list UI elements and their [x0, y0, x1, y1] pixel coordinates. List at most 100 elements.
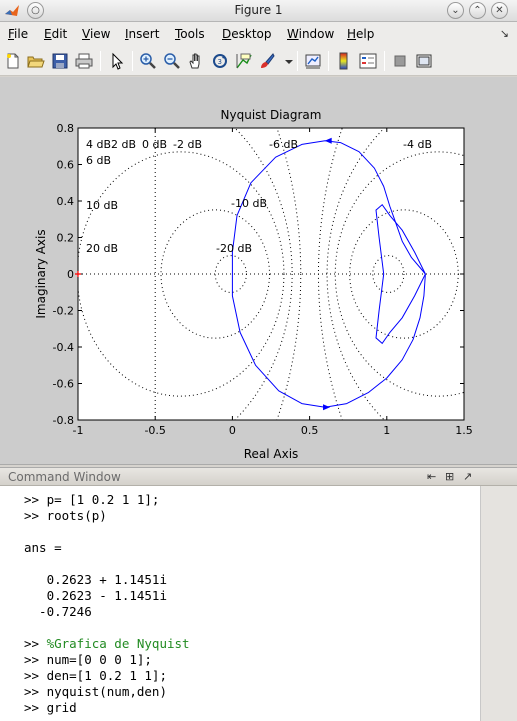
- critical-point-marker: [75, 271, 81, 277]
- maximize-panel-icon[interactable]: ⊞: [445, 470, 455, 483]
- grid-m-circle: [78, 151, 285, 397]
- menu-tools[interactable]: Tools: [175, 27, 205, 41]
- link-plot-icon[interactable]: [304, 52, 322, 70]
- menu-file[interactable]: File: [8, 27, 29, 41]
- brush-dropdown-icon[interactable]: [280, 52, 298, 70]
- save-icon[interactable]: [51, 52, 69, 70]
- grid-m-circle: [349, 209, 459, 339]
- zoom-out-icon[interactable]: [163, 52, 181, 70]
- show-plot-tools-icon[interactable]: [415, 52, 433, 70]
- grid-label-minus10db: -10 dB: [231, 197, 267, 210]
- y-tick-label: -0.4: [53, 341, 74, 354]
- command-window-output[interactable]: >> p= [1 0.2 1 1]; >> roots(p) ans = 0.262…: [0, 486, 481, 721]
- figure-toolbar: 3: [0, 46, 517, 76]
- toolbar-separator: [100, 51, 101, 71]
- menu-edit[interactable]: Edit: [44, 27, 68, 41]
- title-bar: ○ Figure 1 ⌄ ⌃ ✕: [0, 0, 517, 22]
- grid-label-minus6db: -6 dB: [269, 138, 298, 151]
- grid-m-circle: [160, 209, 270, 339]
- toolbar-separator: [297, 51, 298, 71]
- menu-view[interactable]: View: [82, 27, 111, 41]
- x-tick-label: 1.5: [455, 424, 473, 437]
- hide-plot-tools-icon[interactable]: [391, 52, 409, 70]
- y-tick-label: -0.2: [53, 305, 74, 318]
- command-window-header: Command Window ⇤ ⊞ ↗: [0, 467, 517, 486]
- grid-contours: [78, 128, 464, 420]
- command-input-line: >> %Grafica de Nyquist: [24, 636, 190, 652]
- y-tick-label: 0.6: [57, 159, 75, 172]
- x-tick-label: 0.5: [301, 424, 319, 437]
- direction-arrow-top: [324, 137, 332, 144]
- y-tick-label: 0.8: [57, 122, 75, 135]
- command-input-line: >> nyquist(num,den): [24, 684, 167, 699]
- x-tick-label: 0: [229, 424, 236, 437]
- menu-bar: File Edit View Insert Tools Desktop Wind…: [0, 22, 517, 46]
- edit-plot-arrow-icon[interactable]: [108, 52, 126, 70]
- svg-text:3: 3: [218, 58, 222, 66]
- undock-icon[interactable]: ⇤: [427, 470, 437, 483]
- command-window-scroll-area[interactable]: [481, 486, 517, 721]
- command-output-line: 0.2623 + 1.1451i: [24, 572, 167, 587]
- close-button[interactable]: ✕: [491, 2, 508, 19]
- data-cursor-icon[interactable]: [235, 52, 253, 70]
- grid-m-circle: [276, 128, 302, 420]
- figure-canvas: -1 -0.5 0 0.5 1 1.5 0.8 0.6 0.4 0.2 0 -0.2 -0.4 -0.6 -…: [0, 77, 517, 465]
- grid-label-2db: 2 dB: [111, 138, 136, 151]
- nyquist-curve-group: [75, 137, 426, 411]
- colorbar-icon[interactable]: [335, 52, 353, 70]
- window-menu-button[interactable]: ○: [27, 2, 44, 19]
- grid-m-circle: [234, 128, 293, 420]
- rotate-3d-icon[interactable]: 3: [211, 52, 229, 70]
- command-window-title: Command Window: [8, 470, 121, 484]
- toolbar-separator: [384, 51, 385, 71]
- command-input-line: >> roots(p): [24, 508, 107, 523]
- brush-icon[interactable]: [258, 52, 276, 70]
- menu-help[interactable]: Help: [347, 27, 375, 41]
- grid-label-0db: 0 dB: [142, 138, 167, 151]
- nyquist-curve[interactable]: [231, 140, 426, 408]
- nyquist-inner-loop[interactable]: [375, 203, 426, 345]
- dock-arrow-icon[interactable]: ↘: [499, 27, 509, 40]
- grid-label-minus20db: -20 dB: [216, 242, 252, 255]
- toolbar-separator: [132, 51, 133, 71]
- grid-label-6db: 6 dB: [86, 154, 111, 167]
- grid-m-circle: [372, 255, 405, 293]
- menu-window[interactable]: Window: [287, 27, 335, 41]
- close-panel-icon[interactable]: ↗: [463, 470, 473, 483]
- toolbar-separator: [328, 51, 329, 71]
- menu-desktop[interactable]: Desktop: [222, 27, 272, 41]
- zoom-in-icon[interactable]: [139, 52, 157, 70]
- command-input-line: >> den=[1 0.2 1 1];: [24, 668, 167, 683]
- axis-ticks: -1 -0.5 0 0.5 1 1.5 0.8 0.6 0.4 0.2 0 -0.2 -0.4 -0.6 -…: [53, 122, 473, 437]
- matlab-logo-icon: [5, 5, 19, 16]
- open-file-icon[interactable]: [27, 52, 45, 70]
- menu-insert[interactable]: Insert: [125, 27, 160, 41]
- nyquist-plot[interactable]: -1 -0.5 0 0.5 1 1.5 0.8 0.6 0.4 0.2 0 -0.2 -0.4 -0.6 -…: [0, 77, 517, 465]
- command-output-line: ans =: [24, 540, 62, 555]
- command-output-line: 0.2623 - 1.1451i: [24, 588, 167, 603]
- x-tick-label: 1: [383, 424, 390, 437]
- command-input-line: >> grid: [24, 700, 77, 715]
- prompt: >>: [24, 636, 47, 651]
- minimize-button[interactable]: ⌄: [447, 2, 464, 19]
- y-tick-label: -0.8: [53, 414, 74, 427]
- command-output-line: -0.7246: [24, 604, 92, 619]
- grid-label-minus4db: -4 dB: [403, 138, 432, 151]
- direction-arrow-bottom: [323, 404, 331, 411]
- y-tick-label: 0.2: [57, 232, 75, 245]
- new-figure-icon[interactable]: [4, 52, 22, 70]
- command-input-line: >> p= [1 0.2 1 1];: [24, 492, 160, 507]
- pan-hand-icon[interactable]: [187, 52, 205, 70]
- maximize-button[interactable]: ⌃: [469, 2, 486, 19]
- grid-label-10db: 10 dB: [86, 199, 118, 212]
- grid-label-20db: 20 dB: [86, 242, 118, 255]
- x-tick-label: -1: [73, 424, 84, 437]
- x-axis-label: Real Axis: [244, 447, 299, 461]
- y-tick-label: -0.6: [53, 378, 74, 391]
- y-tick-label: 0.4: [57, 195, 75, 208]
- x-tick-label: -0.5: [144, 424, 165, 437]
- comment-text: %Grafica de Nyquist: [46, 636, 190, 651]
- print-icon[interactable]: [75, 52, 93, 70]
- legend-icon[interactable]: [359, 52, 377, 70]
